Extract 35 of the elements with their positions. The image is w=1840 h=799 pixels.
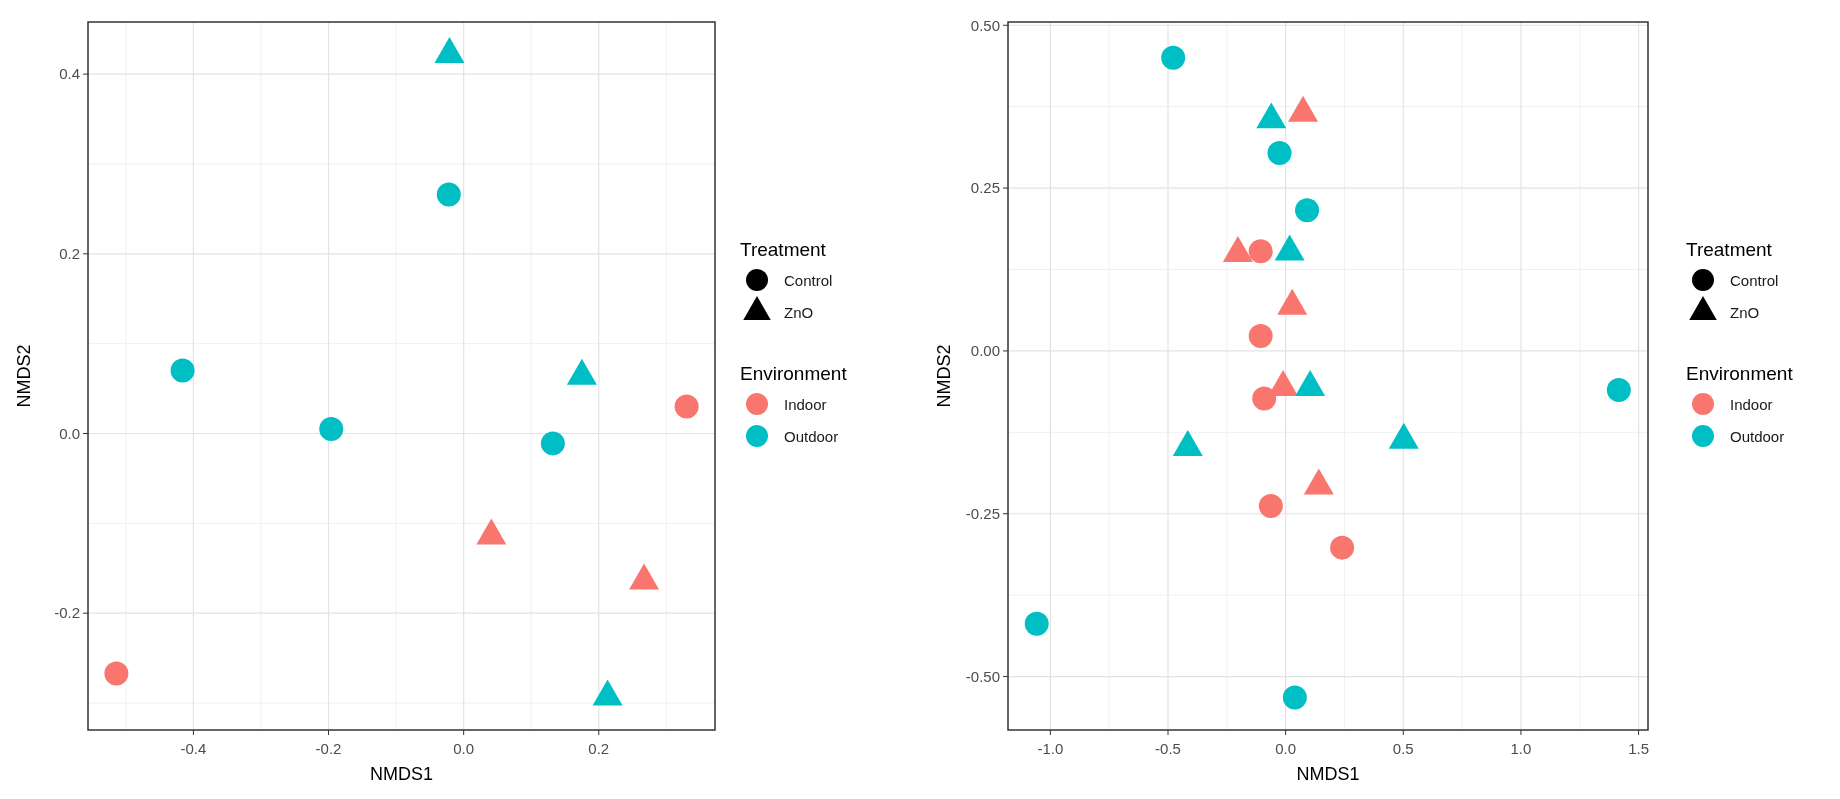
- y-tick-label: 0.0: [59, 424, 80, 442]
- y-tick-label: 0.50: [970, 16, 1000, 34]
- text: ZnO: [784, 304, 814, 321]
- x-tick-label: 0.0: [1275, 740, 1297, 757]
- legend-label: Indoor: [1730, 396, 1773, 413]
- y-tick-label: -0.2: [54, 604, 80, 622]
- y-tick-label: -0.50: [965, 667, 1000, 685]
- legend-label: Outdoor: [784, 428, 839, 445]
- x-tick-label: -0.5: [1155, 740, 1181, 757]
- x-tick-label: -1.0: [1037, 740, 1064, 757]
- text: Treatment: [740, 239, 827, 260]
- x-axis-title: NMDS1: [369, 764, 434, 784]
- x-tick-label: 0.5: [1392, 740, 1414, 757]
- x-tick-label: -0.4: [180, 740, 207, 757]
- text: Control: [784, 272, 833, 289]
- legend-title: Environment: [1686, 363, 1794, 384]
- y-tick-label: 0.2: [59, 245, 80, 263]
- legend-label: Indoor: [784, 396, 827, 413]
- y-axis-title: NMDS2: [14, 344, 34, 408]
- x-tick-label: 1.5: [1628, 740, 1650, 757]
- legend-title: Environment: [740, 363, 848, 384]
- x-tick-label: -0.2: [315, 740, 342, 757]
- x-tick-label: 1.0: [1510, 740, 1532, 757]
- y-axis-title: NMDS2: [934, 344, 954, 408]
- y-tick-label: -0.25: [965, 505, 1000, 523]
- text: ZnO: [1730, 304, 1760, 321]
- x-axis-title: NMDS1: [1296, 764, 1360, 784]
- legend-label: Outdoor: [1730, 428, 1785, 445]
- text: Control: [1730, 272, 1779, 289]
- x-tick-label: 0.2: [588, 740, 610, 757]
- x-tick-label: 0.0: [453, 740, 475, 757]
- y-tick-label: 0.00: [970, 342, 1000, 360]
- y-tick-label: 0.4: [59, 65, 80, 83]
- y-tick-label: 0.25: [970, 179, 1000, 197]
- text: Treatment: [1686, 239, 1773, 260]
